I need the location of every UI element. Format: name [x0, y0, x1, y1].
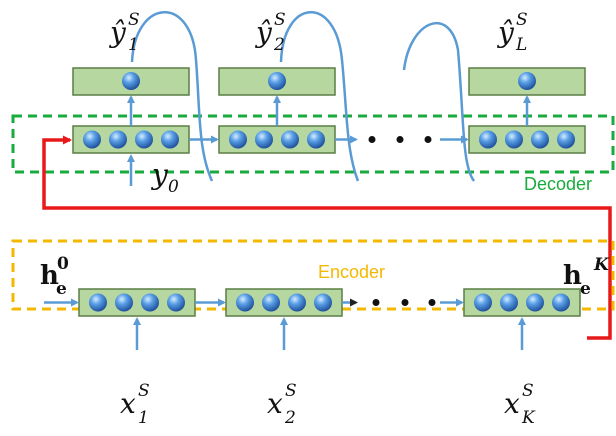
encoder-label: Encoder [318, 262, 385, 282]
encoder-input-label-K: x K S [504, 381, 536, 428]
decoder-boundary [11, 114, 615, 174]
decoder-output-label-2: ŷ 2 S [254, 10, 286, 55]
svg-text:K: K [593, 255, 610, 275]
context-vector-link [42, 135, 612, 340]
svg-text:h: h [40, 261, 59, 291]
svg-text:2: 2 [284, 408, 296, 428]
encoder-ellipsis [372, 299, 436, 306]
svg-text:S: S [274, 10, 286, 30]
svg-text:e: e [56, 279, 67, 299]
encoder-input-label-2: x 2 S [267, 381, 297, 428]
svg-text:L: L [515, 35, 527, 55]
encoder-final-state-label: h e K [563, 255, 610, 299]
svg-text:S: S [128, 10, 140, 30]
feedback-curve-2 [279, 11, 360, 182]
svg-text:y: y [150, 158, 169, 191]
decoder-output-label-1: ŷ 1 S [108, 10, 140, 55]
svg-text:1: 1 [128, 35, 139, 55]
svg-text:S: S [138, 381, 150, 401]
encoder-cell-K [463, 288, 581, 317]
decoder-label: Decoder [524, 174, 592, 194]
svg-text:x: x [267, 387, 283, 420]
svg-text:S: S [516, 10, 528, 30]
svg-text:2: 2 [273, 35, 285, 55]
svg-text:S: S [522, 381, 534, 401]
svg-text:x: x [120, 387, 136, 420]
svg-text:0: 0 [168, 177, 179, 197]
svg-text:1: 1 [138, 408, 149, 428]
decoder-input-label: y 0 [150, 158, 179, 197]
decoder-output-cell-1 [72, 67, 190, 96]
encoder-cell-2 [225, 288, 343, 317]
svg-text:ŷ: ŷ [254, 16, 273, 49]
svg-text:h: h [563, 261, 582, 291]
svg-text:x: x [504, 387, 520, 420]
feedback-curve-1 [130, 11, 214, 182]
decoder-hidden-cell-1 [72, 125, 190, 154]
svg-text:ŷ: ŷ [496, 16, 515, 49]
decoder-ellipsis [368, 136, 432, 143]
encoder-input-label-1: x 1 S [120, 381, 150, 428]
feedback-curve-3 [402, 21, 476, 182]
svg-text:0: 0 [57, 254, 69, 274]
decoder-output-cell-2 [218, 67, 336, 96]
decoder-output-cell-L [468, 67, 586, 96]
encoder-cell-1 [78, 288, 196, 317]
svg-text:e: e [580, 279, 591, 299]
decoder-output-label-L: ŷ L S [496, 10, 528, 55]
encoder-initial-state-label: h e 0 [40, 254, 69, 299]
svg-text:K: K [521, 408, 536, 428]
decoder-hidden-cell-L [468, 125, 586, 154]
svg-text:ŷ: ŷ [108, 16, 127, 49]
decoder-hidden-cell-2 [218, 125, 336, 154]
svg-text:S: S [285, 381, 297, 401]
